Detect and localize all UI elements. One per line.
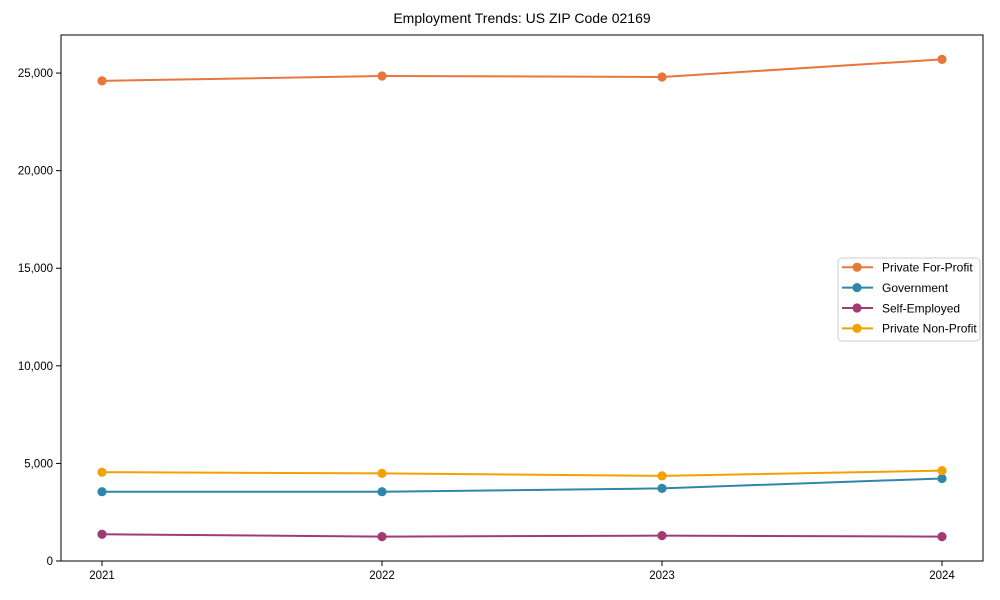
data-point-marker bbox=[377, 468, 387, 478]
data-point-marker bbox=[937, 473, 947, 484]
data-point-marker bbox=[97, 467, 107, 477]
y-axis-tick-label: 5,000 bbox=[24, 458, 53, 470]
legend-sample-marker bbox=[852, 283, 862, 293]
data-point-marker bbox=[377, 71, 387, 81]
x-axis-tick-label: 2022 bbox=[369, 570, 395, 582]
series-line bbox=[101, 533, 943, 538]
y-axis-tick-label: 15,000 bbox=[18, 263, 53, 275]
legend-box bbox=[837, 257, 981, 342]
series-line bbox=[101, 469, 943, 477]
data-point-marker bbox=[377, 532, 387, 542]
x-axis-tick-label: 2021 bbox=[89, 570, 115, 582]
y-axis-tick-label: 0 bbox=[47, 556, 53, 568]
legend-item-label: Self-Employed bbox=[882, 301, 960, 315]
legend-item-label: Private Non-Profit bbox=[882, 322, 977, 336]
data-point-marker bbox=[937, 466, 947, 476]
legend-sample-marker bbox=[852, 303, 862, 313]
series-line bbox=[102, 477, 943, 493]
data-point-marker bbox=[97, 529, 107, 539]
chart-title: Employment Trends: US ZIP Code 02169 bbox=[393, 10, 651, 26]
legend-sample-marker bbox=[852, 262, 862, 272]
data-point-marker bbox=[937, 532, 947, 542]
legend-sample-marker bbox=[852, 323, 862, 333]
plot-frame bbox=[60, 34, 984, 562]
data-point-marker bbox=[97, 487, 107, 497]
legend-item-label: Government bbox=[882, 281, 949, 295]
x-axis-tick-label: 2024 bbox=[929, 570, 955, 582]
legend-item-label: Private For-Profit bbox=[882, 261, 973, 275]
series-line bbox=[101, 58, 943, 82]
data-point-marker bbox=[937, 54, 947, 64]
data-point-marker bbox=[657, 471, 667, 481]
data-point-marker bbox=[97, 76, 107, 86]
data-point-marker bbox=[657, 531, 667, 541]
y-axis-tick-label: 20,000 bbox=[18, 166, 53, 178]
x-axis-tick-label: 2023 bbox=[649, 570, 675, 582]
data-point-marker bbox=[377, 487, 387, 497]
data-point-marker bbox=[657, 483, 667, 493]
y-axis-tick-label: 25,000 bbox=[18, 68, 53, 80]
y-axis-tick-label: 10,000 bbox=[18, 361, 53, 373]
data-point-marker bbox=[657, 72, 667, 82]
